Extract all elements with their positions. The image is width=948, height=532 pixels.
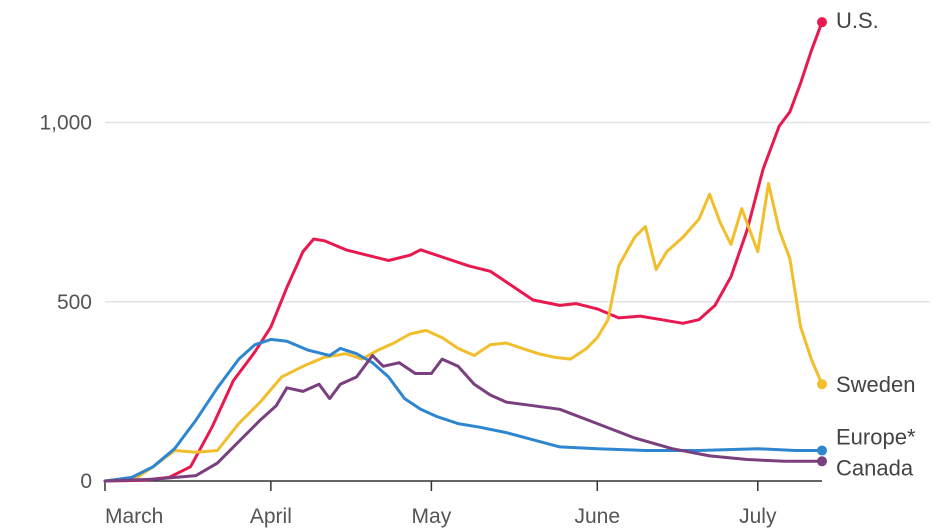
series-line-u-s xyxy=(103,20,824,483)
series-end-point-europe xyxy=(817,445,827,456)
x-axis xyxy=(104,480,822,491)
series-line-sweden xyxy=(103,182,824,483)
x-tick-label: April xyxy=(250,505,292,528)
series-label-canada: Canada xyxy=(836,455,914,480)
series-end-point-u-s xyxy=(817,17,827,28)
x-tick-labels: March April May June July xyxy=(105,505,777,528)
series-end-labels: U.S. Sweden Europe* Canada xyxy=(836,8,916,480)
series-lines xyxy=(103,17,827,483)
y-tick-label: 0 xyxy=(80,470,92,493)
x-tick-label: May xyxy=(412,505,452,528)
series-label-europe: Europe* xyxy=(836,425,916,450)
y-tick-label: 500 xyxy=(57,291,92,314)
y-tick-label: 1,000 xyxy=(39,112,92,135)
series-line-canada xyxy=(103,354,824,483)
y-tick-labels: 0 500 1,000 xyxy=(39,112,92,493)
series-end-point-sweden xyxy=(817,379,827,390)
series-label-u-s: U.S. xyxy=(836,8,879,33)
x-tick-label: March xyxy=(105,505,163,528)
x-tick-label: July xyxy=(739,505,777,528)
series-end-point-canada xyxy=(817,456,827,467)
series-line-europe xyxy=(103,337,824,483)
gridlines xyxy=(105,121,930,303)
series-label-sweden: Sweden xyxy=(836,372,916,397)
x-tick-label: June xyxy=(574,505,620,528)
